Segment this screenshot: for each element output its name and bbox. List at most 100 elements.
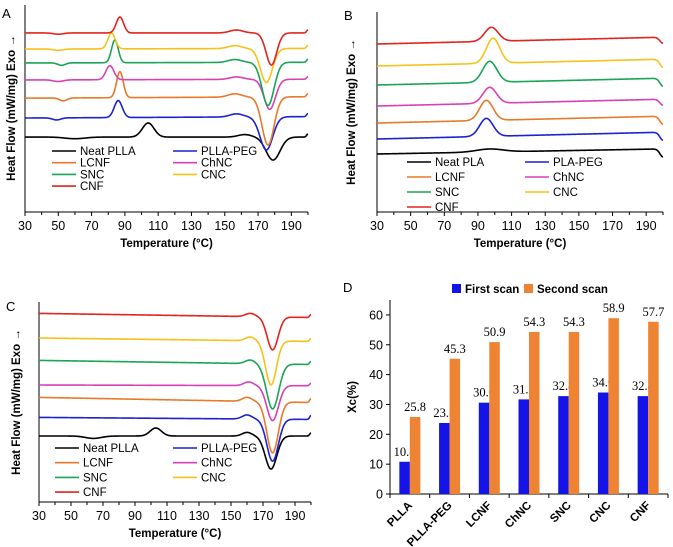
bar-first-scan [597, 392, 609, 494]
x-tick-label: 30 [32, 509, 46, 523]
category-label: ChNC [503, 500, 534, 531]
legend-label: ChNC [201, 158, 232, 170]
dsc-panel-C: C 30 50 70 90 110 130 150 170 190 Temperature (°C)… [6, 299, 312, 540]
x-axis-title: Temperature (°C) [129, 528, 222, 540]
curve-pla-peg [376, 117, 664, 141]
x-axis-title: Temperature (°C) [120, 238, 213, 250]
x-tick-label: 130 [535, 219, 556, 233]
value-label: 25.8 [404, 400, 426, 414]
legend-label: ChNC [201, 458, 232, 470]
legend-label: SNC [80, 169, 104, 181]
curve-lcnf [38, 396, 312, 454]
category-label: SNC [548, 500, 574, 526]
curve-chnc [25, 64, 309, 111]
legend-label: SNC [435, 187, 459, 199]
x-tick-label: 150 [568, 219, 589, 233]
x-tick-label: 110 [502, 219, 522, 233]
curve-neat plla [39, 427, 312, 470]
curve-cnf [376, 26, 664, 45]
x-tick-label: 50 [404, 219, 418, 233]
category-label: CNC [587, 500, 613, 526]
curve-snc [38, 359, 312, 410]
bar-second-scan [489, 342, 500, 494]
x-tick-label: 170 [253, 509, 274, 523]
curve-lcnf [25, 70, 309, 146]
legend-label: Neat PLA [435, 157, 485, 169]
bar-first-scan [637, 396, 649, 494]
value-label: 58.9 [603, 301, 625, 315]
x-tick-label: 130 [189, 509, 210, 523]
value-label: 50.9 [484, 325, 506, 339]
curve-cnf [38, 312, 312, 351]
bar-second-scan [648, 321, 659, 494]
x-tick-label: 70 [96, 509, 110, 523]
legend-label: SNC [83, 472, 107, 484]
y-tick-label: 50 [369, 338, 383, 352]
x-tick-label: 30 [18, 219, 32, 233]
legend-label: LCNF [80, 158, 110, 170]
y-axis-title: Heat Flow (mW/mg) Exo → [346, 39, 358, 185]
curve-cnc [25, 32, 309, 84]
x-tick-label: 110 [148, 219, 168, 233]
bar-first-scan [439, 422, 450, 494]
y-tick-label: 60 [369, 308, 383, 322]
x-tick-label: 90 [118, 219, 132, 233]
y-tick-label: 40 [369, 368, 383, 382]
panel-label: C [6, 299, 15, 314]
panel-label: B [344, 8, 353, 23]
x-tick-label: 30 [370, 219, 384, 233]
x-tick-label: 150 [214, 219, 235, 233]
x-tick-label: 130 [181, 219, 202, 233]
x-tick-label: 190 [636, 219, 657, 233]
curve-plla-peg [25, 99, 309, 151]
category-label: PLLA [385, 500, 415, 530]
legend-label: PLLA-PEG [201, 443, 257, 455]
curve-snc [25, 39, 309, 107]
value-label: 45.3 [444, 342, 466, 356]
x-tick-label: 50 [64, 509, 78, 523]
legend-label: PLA-PEG [553, 157, 603, 169]
y-tick-label: 0 [376, 488, 383, 502]
curve-cnc [376, 37, 664, 68]
legend-label: Neat PLLA [80, 146, 136, 158]
legend-label: First scan [465, 284, 519, 296]
x-tick-label: 190 [281, 219, 302, 233]
x-tick-label: 170 [248, 219, 269, 233]
legend-swatch [524, 284, 533, 293]
legend-label: CNC [553, 187, 578, 199]
x-tick-label: 50 [51, 219, 65, 233]
x-tick-label: 170 [602, 219, 623, 233]
curve-chnc [39, 381, 312, 422]
curve-chnc [376, 86, 664, 107]
bar-second-scan [529, 331, 540, 494]
bar-first-scan [399, 461, 410, 494]
bar-first-scan [478, 402, 490, 494]
legend-label: Neat PLLA [83, 443, 139, 455]
y-tick-label: 20 [369, 428, 383, 442]
legend-label: CNF [83, 487, 107, 499]
curve-cnf [25, 16, 309, 66]
legend-label: LCNF [435, 172, 465, 184]
bar-second-scan [608, 318, 619, 494]
curve-lcnf [376, 99, 664, 125]
y-axis-title: Xc(%) [347, 381, 359, 413]
category-label: LCNF [464, 500, 494, 530]
legend-label: PLLA-PEG [201, 146, 257, 158]
curve-snc [376, 60, 664, 87]
y-tick-label: 10 [369, 458, 383, 472]
y-axis-title: Heat Flow (mW/mg) Exo → [11, 329, 23, 475]
legend-label: CNF [435, 202, 459, 214]
x-tick-label: 90 [128, 509, 142, 523]
legend-label: CNF [80, 181, 104, 193]
y-tick-label: 30 [369, 398, 383, 412]
value-label: 54.3 [563, 315, 585, 329]
legend-label: CNC [201, 472, 226, 484]
legend-label: LCNF [83, 458, 113, 470]
category-label: CNF [628, 500, 653, 525]
y-axis-title: Heat Flow (mW/mg) Exo → [6, 35, 18, 181]
x-tick-label: 70 [85, 219, 99, 233]
bar-second-scan [409, 416, 421, 494]
panel-label: D [343, 280, 352, 295]
dsc-panel-B: B 30 50 70 90 110 130 150 170 190 Temperature (°C)… [344, 8, 664, 250]
